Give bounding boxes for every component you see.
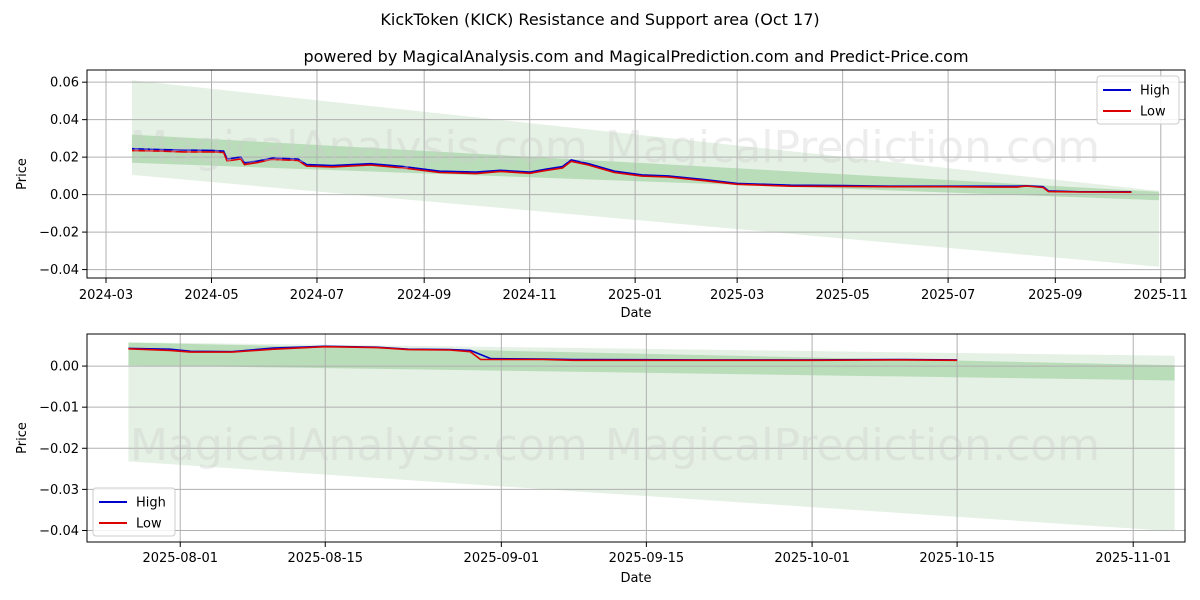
y-tick-label: −0.01 bbox=[39, 401, 79, 416]
y-axis-label: Price bbox=[15, 158, 30, 190]
x-axis-label: Date bbox=[620, 306, 651, 321]
x-tick-label: 2025-08-01 bbox=[142, 551, 218, 566]
y-axis-label: Price bbox=[15, 422, 30, 454]
y-tick-label: −0.02 bbox=[39, 226, 79, 241]
legend-label-low: Low bbox=[1140, 105, 1166, 120]
x-tick-label: 2024-11 bbox=[502, 288, 556, 303]
series-line-low bbox=[131, 149, 1132, 193]
support-resistance-band-inner bbox=[128, 342, 1175, 381]
x-tick-label: 2025-09-01 bbox=[464, 551, 540, 566]
y-tick-label: −0.02 bbox=[39, 442, 79, 457]
chart-title: KickToken (KICK) Resistance and Support … bbox=[380, 10, 819, 29]
x-axis-label: Date bbox=[620, 571, 651, 586]
chart-panels: 2024-03 2024-05 2024-07 2024-09 2024-11 2025-… bbox=[15, 69, 1188, 586]
x-tick-label: 2024-05 bbox=[184, 288, 238, 303]
x-tick-label: 2024-07 bbox=[290, 288, 344, 303]
support-resistance-band-outer bbox=[128, 342, 1175, 532]
series-line-low bbox=[128, 345, 958, 362]
y-tick-label: 0.04 bbox=[50, 113, 79, 128]
x-tick-label: 2025-10-15 bbox=[919, 551, 995, 566]
chart-panel-2: 2025-08-01 2025-08-15 2025-09-01 2025-09-15… bbox=[15, 333, 1186, 586]
watermark-text: MagicalAnalysis.com bbox=[130, 122, 588, 173]
x-tick-label: 2025-01 bbox=[608, 288, 662, 303]
y-tick-label: 0.00 bbox=[50, 188, 79, 203]
x-tick-label: 2024-09 bbox=[397, 288, 451, 303]
x-tick-label: 2025-09-15 bbox=[609, 551, 685, 566]
y-tick-label: −0.04 bbox=[39, 524, 79, 539]
chart-subtitle: powered by MagicalAnalysis.com and Magic… bbox=[303, 47, 968, 66]
chart-panel-1: 2024-03 2024-05 2024-07 2024-09 2024-11 2025-… bbox=[15, 69, 1188, 321]
legend: High Low bbox=[92, 487, 176, 537]
y-tick-label: −0.03 bbox=[39, 483, 79, 498]
legend-label-high: High bbox=[1140, 84, 1170, 99]
y-tick-label: 0.06 bbox=[50, 76, 79, 91]
x-tick-label: 2025-08-15 bbox=[287, 551, 363, 566]
x-tick-label: 2025-11 bbox=[1134, 288, 1188, 303]
x-tick-label: 2025-05 bbox=[815, 288, 869, 303]
plot-frame bbox=[86, 333, 1186, 543]
legend-label-high: High bbox=[136, 496, 166, 511]
x-tick-label: 2025-10-01 bbox=[774, 551, 850, 566]
y-tick-label: 0.02 bbox=[50, 151, 79, 166]
plot-frame bbox=[86, 69, 1186, 279]
support-resistance-band-inner bbox=[131, 134, 1160, 201]
legend: High Low bbox=[1096, 75, 1180, 125]
x-tick-label: 2024-03 bbox=[79, 288, 133, 303]
x-tick-label: 2025-11-01 bbox=[1095, 551, 1171, 566]
y-tick-label: 0.00 bbox=[50, 360, 79, 375]
x-tick-label: 2025-07 bbox=[921, 288, 975, 303]
watermark-text: MagicalAnalysis.com bbox=[130, 420, 588, 471]
watermark-text: MagicalPrediction.com bbox=[605, 122, 1100, 173]
x-tick-label: 2025-03 bbox=[710, 288, 764, 303]
watermark-text: MagicalPrediction.com bbox=[605, 420, 1100, 471]
y-tick-label: −0.04 bbox=[39, 263, 79, 278]
x-tick-label: 2025-09 bbox=[1028, 288, 1082, 303]
legend-label-low: Low bbox=[136, 517, 162, 532]
